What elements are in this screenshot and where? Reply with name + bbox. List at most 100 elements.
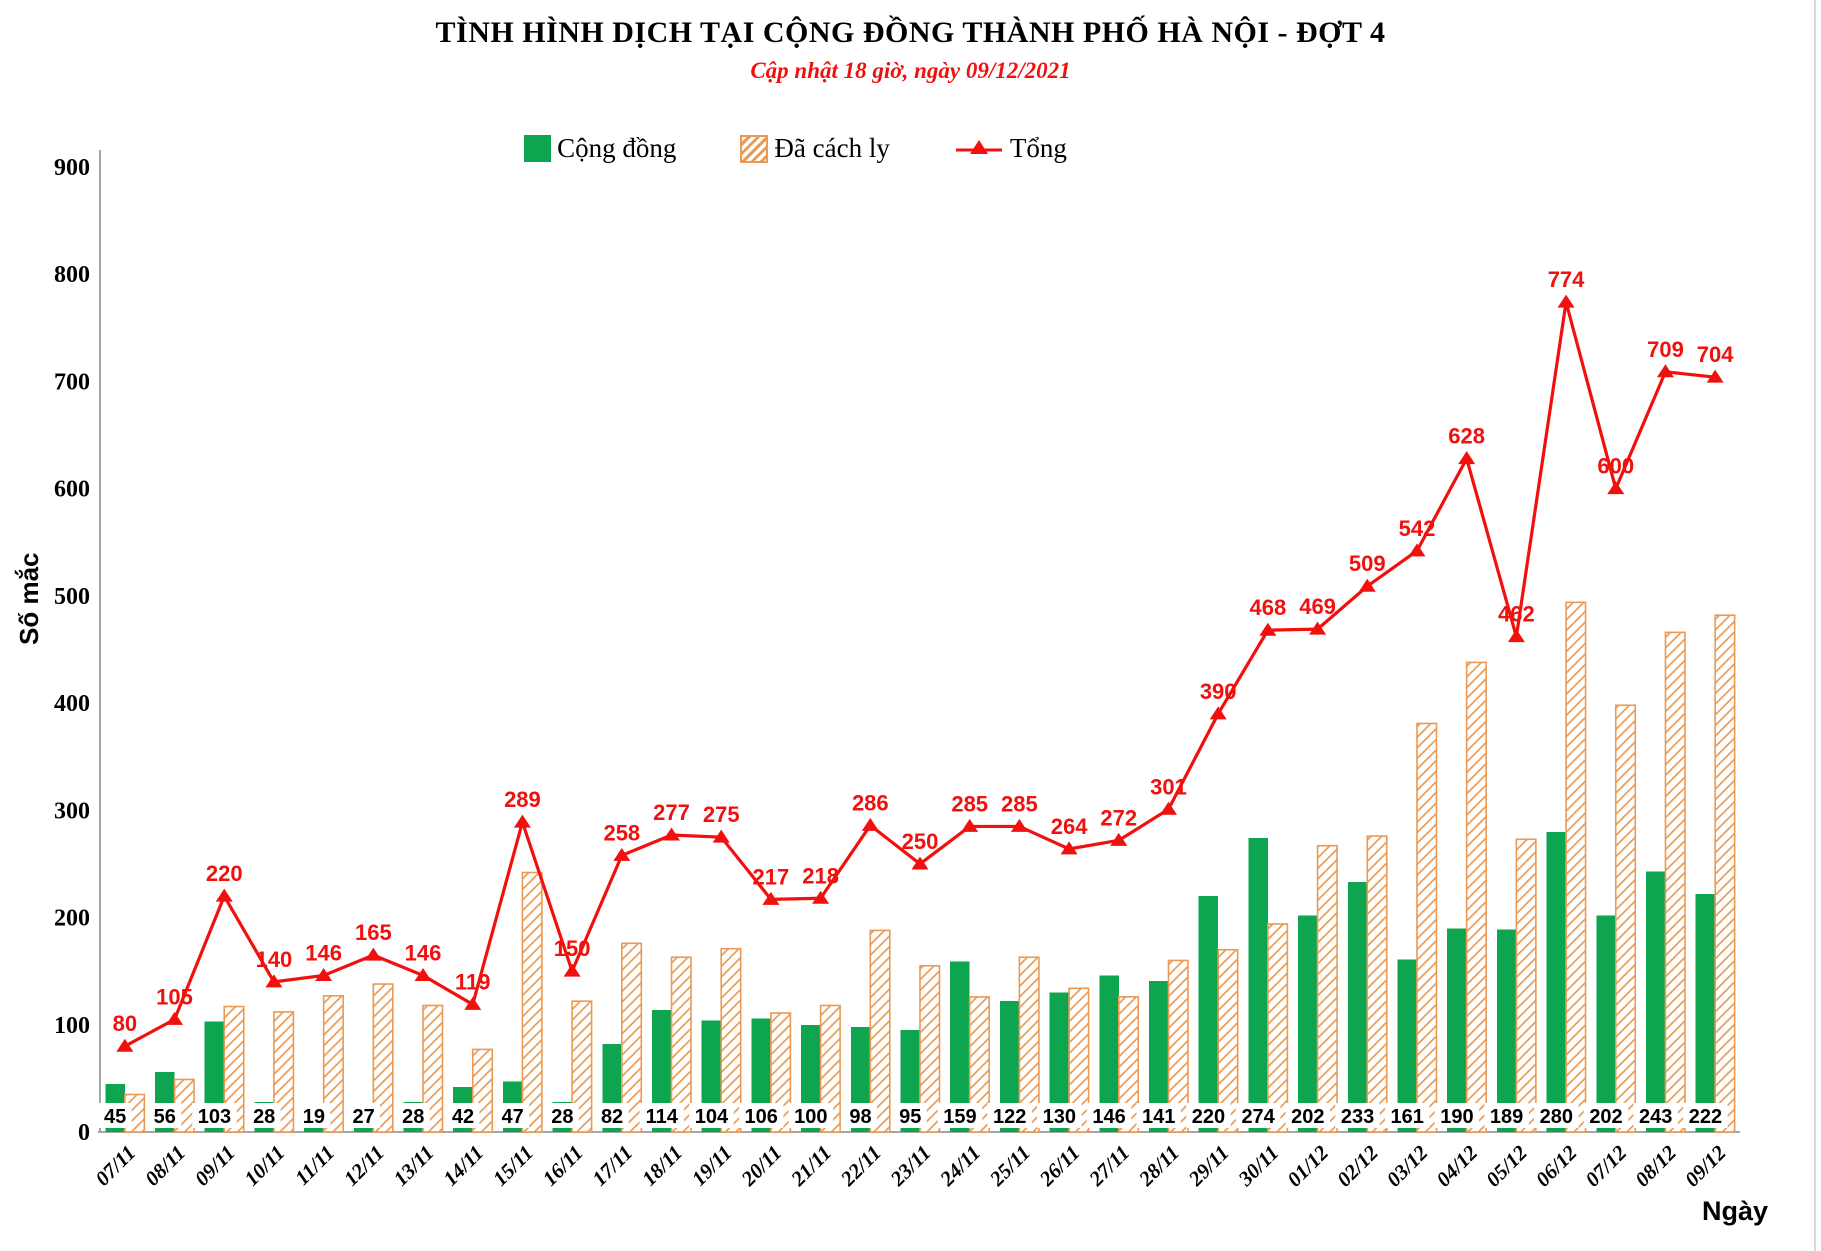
x-date-label: 02/12: [1332, 1140, 1383, 1191]
bar-cong-dong: [1496, 929, 1517, 1132]
x-date-label: 14/11: [438, 1141, 488, 1191]
bar-label-box: [1285, 1103, 1331, 1128]
x-date-label: 04/12: [1431, 1140, 1482, 1191]
bar-value-label: 202: [1291, 1106, 1324, 1128]
bar-da-cach-ly: [1167, 959, 1189, 1133]
bar-cong-dong: [1099, 975, 1119, 1132]
tong-marker: [513, 814, 531, 828]
bar-label-box: [496, 1103, 530, 1128]
legend-item-cong-dong: Cộng đồng: [524, 133, 676, 164]
tong-value-label: 146: [305, 940, 342, 965]
bar-cong-dong: [1645, 871, 1666, 1132]
bar-da-cach-ly: [571, 1000, 593, 1133]
tong-value-label: 105: [156, 984, 193, 1009]
bar-da-cach-ly: [1018, 956, 1040, 1133]
tong-value-label: 277: [653, 800, 690, 825]
tong-marker: [166, 1011, 184, 1025]
tong-marker: [1706, 369, 1724, 383]
tong-marker: [1309, 621, 1327, 635]
legend-item-tong: Tổng: [954, 133, 1067, 164]
bar-value-label: 82: [601, 1106, 623, 1128]
tong-value-label: 218: [802, 863, 839, 888]
bar-label-box: [1633, 1103, 1678, 1128]
x-date-label: 18/11: [637, 1141, 687, 1191]
bar-da-cach-ly: [720, 947, 742, 1133]
bar-label-box: [844, 1103, 878, 1128]
bar-value-label: 28: [253, 1106, 275, 1128]
legend-label-da-cach-ly: Đã cách ly: [774, 133, 890, 163]
bar-label-box: [446, 1103, 480, 1128]
tong-value-label: 250: [902, 829, 939, 854]
bar-value-label: 274: [1241, 1106, 1275, 1128]
bar-cong-dong: [1347, 882, 1368, 1132]
bar-value-label: 146: [1092, 1106, 1125, 1128]
bar-cong-dong: [1248, 838, 1268, 1132]
y-tick-label: 200: [54, 906, 90, 932]
bar-label-box: [297, 1103, 331, 1128]
tong-marker: [961, 818, 979, 832]
bar-cong-dong: [1198, 896, 1219, 1132]
x-date-label: 20/11: [736, 1141, 787, 1192]
bar-cong-dong: [1596, 915, 1616, 1132]
bar-label-box: [893, 1103, 927, 1128]
bar-value-label: 28: [402, 1106, 424, 1128]
tong-marker: [1557, 294, 1575, 308]
tong-marker: [812, 890, 830, 904]
tong-marker: [1060, 841, 1078, 855]
bar-value-label: 222: [1689, 1106, 1722, 1128]
tong-value-label: 275: [703, 802, 740, 827]
tong-marker: [712, 829, 730, 843]
tong-value-label: 146: [405, 940, 442, 965]
bar-da-cach-ly: [223, 1005, 245, 1133]
tong-marker: [1110, 832, 1128, 846]
bar-da-cach-ly: [1366, 835, 1388, 1133]
bar-label-box: [1086, 1103, 1132, 1128]
x-date-label: 25/11: [984, 1141, 1035, 1192]
tong-value-label: 628: [1448, 424, 1485, 449]
bar-label-box: [1037, 1103, 1082, 1128]
x-date-label: 29/11: [1183, 1141, 1234, 1192]
bar-da-cach-ly: [869, 929, 891, 1133]
x-date-label: 27/11: [1084, 1141, 1135, 1192]
tong-marker: [116, 1038, 134, 1052]
y-tick-label: 0: [78, 1120, 90, 1146]
tong-marker: [1507, 629, 1525, 643]
bar-da-cach-ly: [1316, 844, 1338, 1133]
bar-label-box: [1335, 1103, 1380, 1128]
bar-cong-dong: [1049, 992, 1070, 1132]
tong-marker: [1159, 801, 1177, 815]
tong-value-label: 462: [1498, 602, 1535, 627]
bar-value-label: 130: [1043, 1106, 1076, 1128]
red-line-marker-icon: [955, 139, 1002, 154]
tong-value-label: 289: [504, 787, 541, 812]
bar-value-label: 42: [452, 1106, 474, 1128]
bar-da-cach-ly: [1664, 631, 1686, 1133]
x-date-label: 07/11: [90, 1141, 140, 1191]
tong-marker: [911, 856, 929, 870]
tong-value-label: 509: [1349, 551, 1386, 576]
bar-label-box: [1534, 1103, 1579, 1128]
y-tick-label: 400: [54, 691, 90, 717]
tong-marker: [464, 996, 482, 1010]
x-date-label: 19/11: [687, 1141, 737, 1191]
tong-value-label: 217: [753, 864, 790, 889]
right-edge-divider: [1814, 0, 1816, 1251]
bar-value-label: 28: [551, 1106, 573, 1128]
tong-value-label: 165: [355, 920, 392, 945]
legend-item-da-cach-ly: Đã cách ly: [740, 133, 890, 164]
tong-marker: [364, 947, 382, 961]
tong-value-label: 258: [603, 820, 640, 845]
tong-value-label: 264: [1051, 814, 1088, 839]
tong-marker: [215, 888, 233, 902]
bar-value-label: 56: [154, 1106, 176, 1128]
bar-cong-dong: [1695, 893, 1716, 1132]
bar-value-label: 47: [502, 1106, 524, 1128]
tong-marker: [1656, 364, 1674, 378]
bar-label-box: [937, 1103, 983, 1128]
tong-marker: [861, 817, 879, 831]
bar-da-cach-ly: [770, 1012, 792, 1133]
bar-value-label: 104: [695, 1106, 729, 1128]
bar-label-box: [347, 1103, 381, 1128]
x-date-label: 22/11: [835, 1141, 886, 1192]
